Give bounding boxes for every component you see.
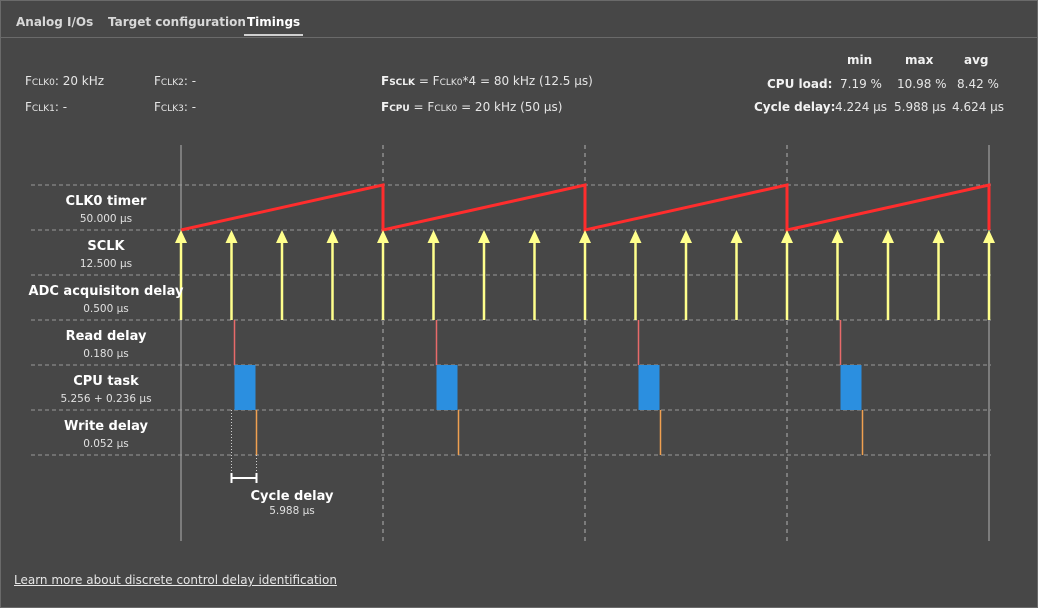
sclk-arrow-head <box>579 230 591 243</box>
fclk3-value: FCLK3: - <box>154 100 197 114</box>
cycle-delay-marker-label: Cycle delay <box>250 489 334 504</box>
sclk-arrow-head <box>831 230 844 243</box>
sclk-arrow-head <box>781 230 793 243</box>
sclk-arrow-head <box>528 230 541 243</box>
sclk-arrow-head <box>225 230 238 243</box>
fcpu-formula: FCPU = FCLK0 = 20 kHz (50 µs) <box>381 100 563 114</box>
sclk-arrow-head <box>629 230 642 243</box>
sclk-arrow-head <box>680 230 692 243</box>
sclk-arrow-head <box>427 230 440 243</box>
row-label-clk0-timer: CLK0 timer <box>65 194 147 209</box>
cpu-load-min: 7.19 % <box>840 77 882 91</box>
stats-header-avg: avg <box>964 53 989 67</box>
cpu-task-block <box>436 365 458 410</box>
row-label-sclk: SCLK <box>87 239 125 254</box>
cpu-task-block <box>840 365 862 410</box>
cycle-delay-max: 5.988 µs <box>894 100 947 114</box>
cycle-delay-avg: 4.624 µs <box>952 100 1005 114</box>
row-value-clk0-timer: 50.000 µs <box>79 213 133 225</box>
tab-analog-ios[interactable]: Analog I/Os <box>16 15 94 29</box>
row-value-write-delay: 0.052 µs <box>83 438 129 450</box>
sclk-arrow-head <box>326 230 339 243</box>
sclk-arrow-head <box>932 230 945 243</box>
sclk-arrow-head <box>983 230 995 243</box>
learn-more-link[interactable]: Learn more about discrete control delay … <box>14 573 337 587</box>
fclk2-value: FCLK2: - <box>154 74 197 88</box>
fclk0-value: FCLK0: 20 kHz <box>25 74 105 88</box>
clk0-timer-ramp <box>180 183 991 232</box>
sclk-arrow-head <box>377 230 389 243</box>
row-value-cpu-task: 5.256 + 0.236 µs <box>60 393 152 405</box>
timing-diagram <box>31 145 995 541</box>
sclk-arrow-head <box>276 230 288 243</box>
row-value-sclk: 12.500 µs <box>79 258 133 270</box>
row-label-adc-delay: ADC acquisiton delay <box>28 284 184 299</box>
row-label-cpu-task: CPU task <box>73 374 139 389</box>
cycle-delay-min: 4.224 µs <box>835 100 888 114</box>
cpu-load-max: 10.98 % <box>897 77 947 91</box>
tab-timings[interactable]: Timings <box>244 15 304 36</box>
stats-header-min: min <box>847 53 873 67</box>
row-label-write-delay: Write delay <box>64 419 148 434</box>
cycle-delay-marker-value: 5.988 µs <box>269 505 315 517</box>
cpu-task-block <box>234 365 256 410</box>
row-label-read-delay: Read delay <box>65 329 147 344</box>
cpu-load-label: CPU load: <box>767 77 833 91</box>
cycle-delay-label: Cycle delay: <box>754 100 836 114</box>
cpu-task-block <box>638 365 660 410</box>
row-value-adc-delay: 0.500 µs <box>83 303 129 315</box>
sclk-arrow-head <box>478 230 490 243</box>
row-value-read-delay: 0.180 µs <box>83 348 129 360</box>
sclk-arrow-head <box>730 230 743 243</box>
tab-bar: Analog I/Os Target configuration Timings <box>1 9 1037 38</box>
stats-header-max: max <box>905 53 934 67</box>
sclk-arrow-head <box>882 230 894 243</box>
cpu-load-avg: 8.42 % <box>957 77 999 91</box>
tab-target-configuration[interactable]: Target configuration <box>108 15 246 29</box>
sclk-arrow-head <box>175 230 187 243</box>
fsclk-formula: FSCLK = FCLK0*4 = 80 kHz (12.5 µs) <box>381 74 593 88</box>
fclk1-value: FCLK1: - <box>25 100 68 114</box>
